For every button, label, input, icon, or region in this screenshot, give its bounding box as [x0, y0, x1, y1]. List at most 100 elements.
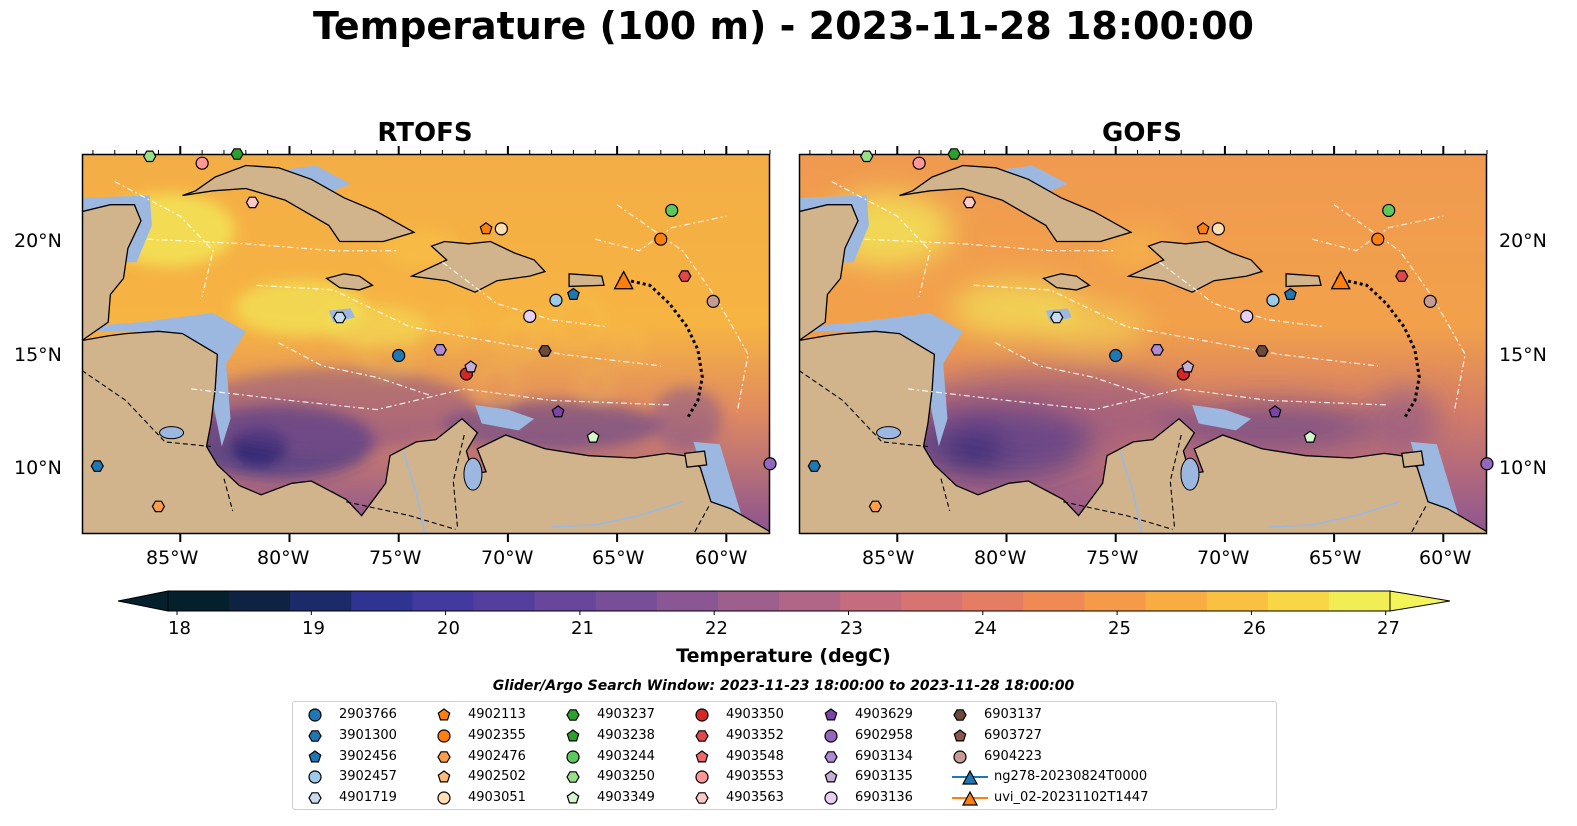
observation-marker-4903051	[494, 222, 508, 236]
lat-tick-label: 15°N	[1499, 344, 1547, 366]
colorbar-segment	[1267, 591, 1330, 611]
legend-marker-icon	[695, 770, 709, 784]
panel-title-gofs: GOFS	[1102, 118, 1182, 148]
legend-marker-icon	[308, 749, 322, 763]
panel-title-rtofs: RTOFS	[377, 118, 473, 148]
legend-marker-icon	[695, 708, 709, 722]
lon-tick-label: 85°W	[146, 547, 199, 569]
observation-marker-3901300	[807, 460, 821, 472]
observation-marker-uvi_02-20231102T1447	[613, 270, 634, 290]
observation-marker-4903563	[245, 196, 260, 209]
legend-label: 4902113	[468, 707, 526, 722]
legend-label: 3902457	[339, 769, 397, 785]
colorbar-tick-label: 21	[571, 618, 594, 639]
colorbar-segment	[656, 591, 719, 611]
lon-tick-label: 60°W	[1419, 547, 1472, 569]
colorbar-tick-label: 19	[302, 618, 325, 639]
lon-tick-label: 70°W	[481, 547, 534, 569]
legend-marker-icon	[437, 770, 451, 783]
observation-marker-4902113	[1196, 222, 1210, 235]
eez-boundary-line	[831, 181, 931, 297]
observation-marker-4903553	[912, 156, 926, 170]
lat-tick-label: 20°N	[1499, 230, 1547, 252]
legend-marker-icon	[566, 709, 580, 721]
legend-label: 4903250	[597, 769, 655, 785]
colorbar-segment	[595, 591, 658, 611]
legend-label: 6903136	[855, 790, 913, 806]
legend: 2903766 3901300 3902456 3902457 4901719 49021…	[292, 701, 1277, 810]
lon-tick-label: 70°W	[1197, 547, 1250, 569]
shallow-shelf	[1192, 405, 1252, 431]
legend-marker-icon	[566, 771, 580, 784]
colorbar-label: Temperature (degC)	[676, 645, 891, 667]
observation-marker-6903136	[523, 309, 537, 323]
observation-marker-4903352	[1395, 270, 1409, 282]
gofs-map-panel	[798, 146, 1494, 542]
land-cuba	[899, 164, 1133, 243]
legend-marker-icon	[824, 729, 838, 743]
legend-marker-icon	[953, 709, 967, 721]
observation-marker-4903629	[1268, 405, 1282, 418]
colorbar-segment	[901, 591, 963, 611]
observation-marker-uvi_02-20231102T1447	[1330, 270, 1351, 290]
lat-tick-label: 15°N	[14, 344, 62, 366]
eez-boundary-line	[147, 238, 399, 252]
legend-marker-icon	[824, 750, 838, 763]
observation-marker-6903137	[1255, 345, 1269, 357]
shallow-shelf	[475, 405, 535, 431]
legend-label: 4903563	[726, 790, 784, 806]
legend-label: 4903244	[597, 748, 655, 764]
observation-marker-6903135	[1181, 360, 1195, 373]
lat-tick-label: 10°N	[14, 457, 62, 479]
legend-marker-icon	[437, 791, 451, 805]
lon-tick-label: 80°W	[974, 547, 1027, 569]
legend-label: 6902958	[855, 727, 913, 743]
legend-marker-icon	[437, 729, 451, 743]
search-window-caption: Glider/Argo Search Window: 2023-11-23 18…	[492, 678, 1075, 694]
colorbar-tick-label: 22	[705, 618, 728, 639]
observation-marker-4903349	[586, 430, 600, 443]
temperature-colorbar	[117, 590, 1451, 615]
observation-marker-6903137	[538, 345, 552, 357]
eez-boundary-line	[278, 342, 432, 397]
colorbar-extend-high	[1389, 590, 1451, 612]
colorbar-segment	[1023, 591, 1085, 611]
land-mainland	[799, 330, 1487, 534]
colorbar-segment	[351, 591, 413, 611]
legend-label: 4903051	[468, 790, 526, 806]
legend-marker-icon	[437, 708, 451, 721]
legend-label: 4903553	[726, 769, 784, 785]
land-jamaica	[1042, 273, 1091, 291]
lon-tick-label: 60°W	[695, 547, 748, 569]
legend-marker-icon	[953, 749, 967, 764]
lon-tick-label: 75°W	[1086, 547, 1139, 569]
legend-label: 3901300	[339, 727, 397, 743]
observation-marker-6903134	[433, 344, 447, 356]
legend-label: 2903766	[339, 707, 397, 722]
legend-marker-icon	[953, 729, 967, 742]
legend-marker-icon	[566, 749, 580, 764]
legend-label: 3902456	[339, 748, 397, 764]
lon-tick-label: 85°W	[862, 547, 915, 569]
lat-tick-label: 20°N	[14, 230, 62, 252]
observation-marker-4903250	[860, 150, 874, 163]
legend-label: 4902476	[468, 748, 526, 764]
legend-marker-icon	[695, 792, 709, 804]
colorbar-tick-label: 24	[974, 618, 997, 639]
observation-marker-6904223	[1423, 294, 1437, 308]
land-yucatan	[82, 204, 142, 342]
legend-marker-icon	[952, 790, 988, 806]
observation-marker-3902457	[1266, 293, 1280, 307]
legend-marker-icon	[308, 770, 322, 784]
observation-marker-4902476	[151, 500, 166, 513]
legend-marker-icon	[695, 729, 709, 742]
observation-marker-4903237	[230, 148, 244, 160]
legend-marker-icon	[824, 770, 838, 783]
legend-label: 6904223	[984, 748, 1042, 764]
observation-marker-4903629	[551, 405, 565, 418]
observation-marker-6903134	[1150, 344, 1164, 356]
observation-marker-4903553	[195, 156, 209, 170]
colorbar-segment	[534, 591, 597, 611]
land-puertorico	[1285, 273, 1322, 288]
eez-boundary-line	[995, 342, 1149, 397]
